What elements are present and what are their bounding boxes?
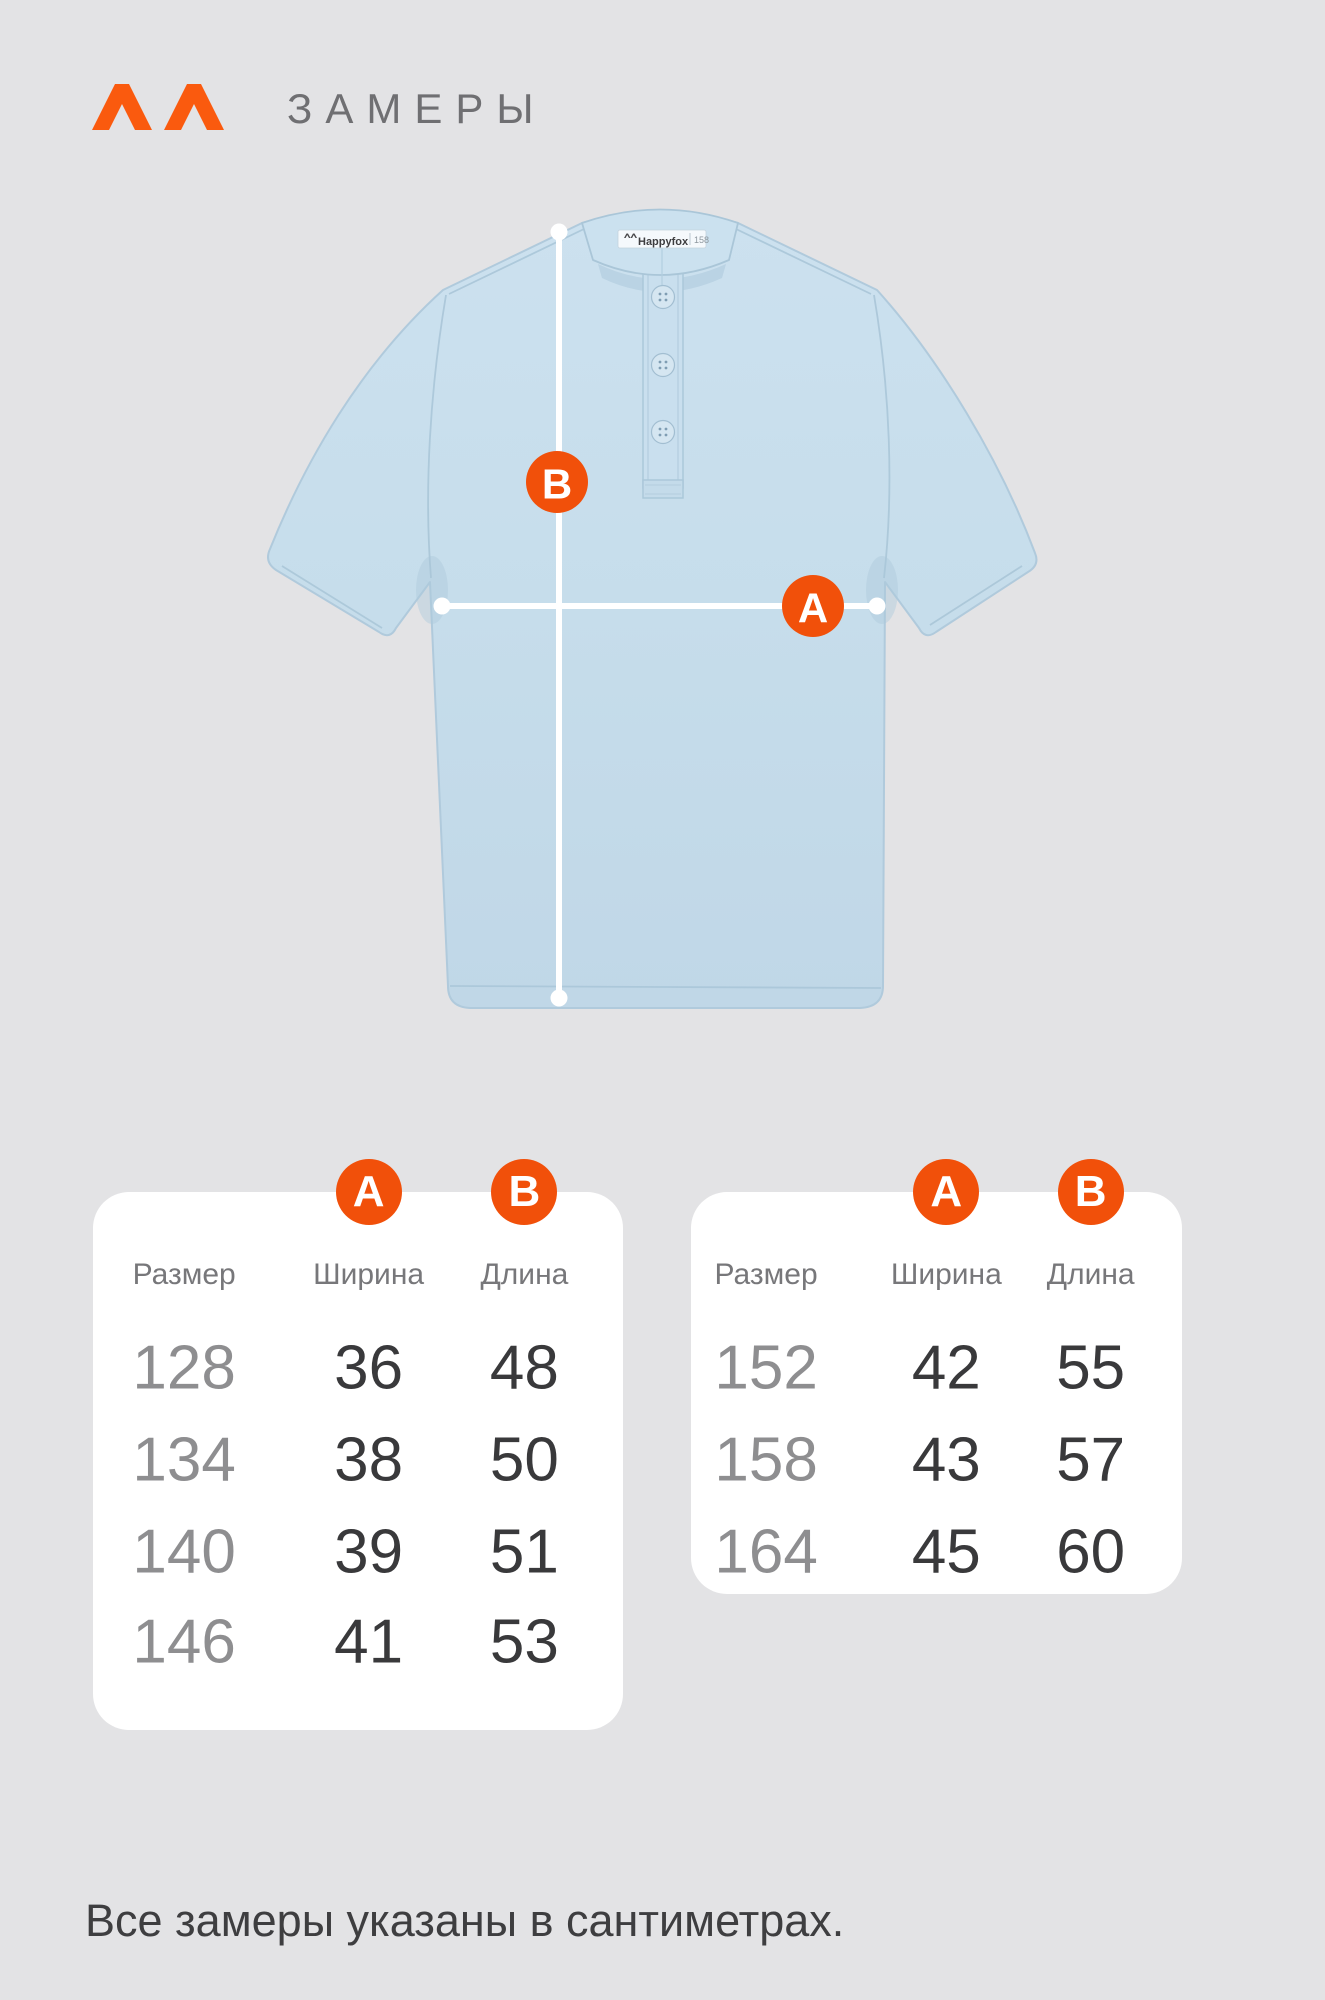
size-value: 134 <box>132 1425 236 1495</box>
footnote: Все замеры указаны в сантиметрах. <box>85 1895 845 1946</box>
length-column-badge: B <box>1057 1159 1124 1225</box>
length-column-header: Длина <box>1046 1258 1135 1291</box>
length-value: 50 <box>489 1425 559 1495</box>
svg-text:A: A <box>798 585 828 632</box>
width-value: 36 <box>334 1333 404 1403</box>
collar-label-size: 158 <box>694 235 709 245</box>
length-column-header: Длина <box>480 1258 569 1291</box>
width-value: 41 <box>334 1607 404 1677</box>
width-value: 39 <box>334 1517 404 1587</box>
size-table-large: A B Размер Ширина Длина 152 42 55 158 43… <box>691 1159 1182 1594</box>
shirt-buttons <box>650 284 676 445</box>
size-value: 140 <box>132 1517 236 1587</box>
width-value: 42 <box>911 1333 981 1403</box>
length-marker-badge: B <box>526 451 588 513</box>
length-value: 51 <box>489 1517 559 1587</box>
size-value: 146 <box>132 1607 236 1677</box>
length-value: 53 <box>489 1607 559 1677</box>
happyfox-logo-icon <box>92 84 224 130</box>
size-value: 164 <box>714 1517 818 1587</box>
size-table-small: A B Размер Ширина Длина 128 36 48 134 38… <box>93 1159 623 1730</box>
length-column-badge: B <box>491 1159 558 1225</box>
shirt-measurement-diagram: Happyfox 158 <box>267 208 1038 1009</box>
length-value: 55 <box>1056 1333 1126 1403</box>
length-line-bottom-dot <box>550 989 568 1007</box>
width-line-right-dot <box>868 597 886 615</box>
size-column-header: Размер <box>714 1258 818 1291</box>
length-value: 57 <box>1056 1425 1126 1495</box>
width-value: 45 <box>911 1517 981 1587</box>
size-value: 152 <box>714 1333 818 1403</box>
measurement-lines: B A <box>433 223 886 1007</box>
width-value: 43 <box>911 1425 981 1495</box>
width-column-header: Ширина <box>890 1258 1002 1291</box>
size-value: 128 <box>132 1333 236 1403</box>
size-value: 158 <box>714 1425 818 1495</box>
size-column-header: Размер <box>132 1258 236 1291</box>
width-value: 38 <box>334 1425 404 1495</box>
width-line-left-dot <box>433 597 451 615</box>
length-value: 60 <box>1056 1517 1126 1587</box>
width-column-badge: A <box>913 1159 980 1225</box>
page-title: ЗАМЕРЫ <box>287 85 547 132</box>
collar-label: Happyfox 158 <box>617 229 709 249</box>
shirt-illustration: Happyfox 158 <box>267 208 1038 1009</box>
width-column-header: Ширина <box>313 1258 425 1291</box>
width-marker-badge: A <box>782 575 844 637</box>
width-column-badge: A <box>335 1159 402 1225</box>
svg-text:B: B <box>542 461 572 508</box>
collar-label-logo-icon <box>624 233 637 238</box>
length-value: 48 <box>489 1333 559 1403</box>
collar-label-brand: Happyfox <box>638 236 689 248</box>
length-line-top-dot <box>550 223 568 241</box>
